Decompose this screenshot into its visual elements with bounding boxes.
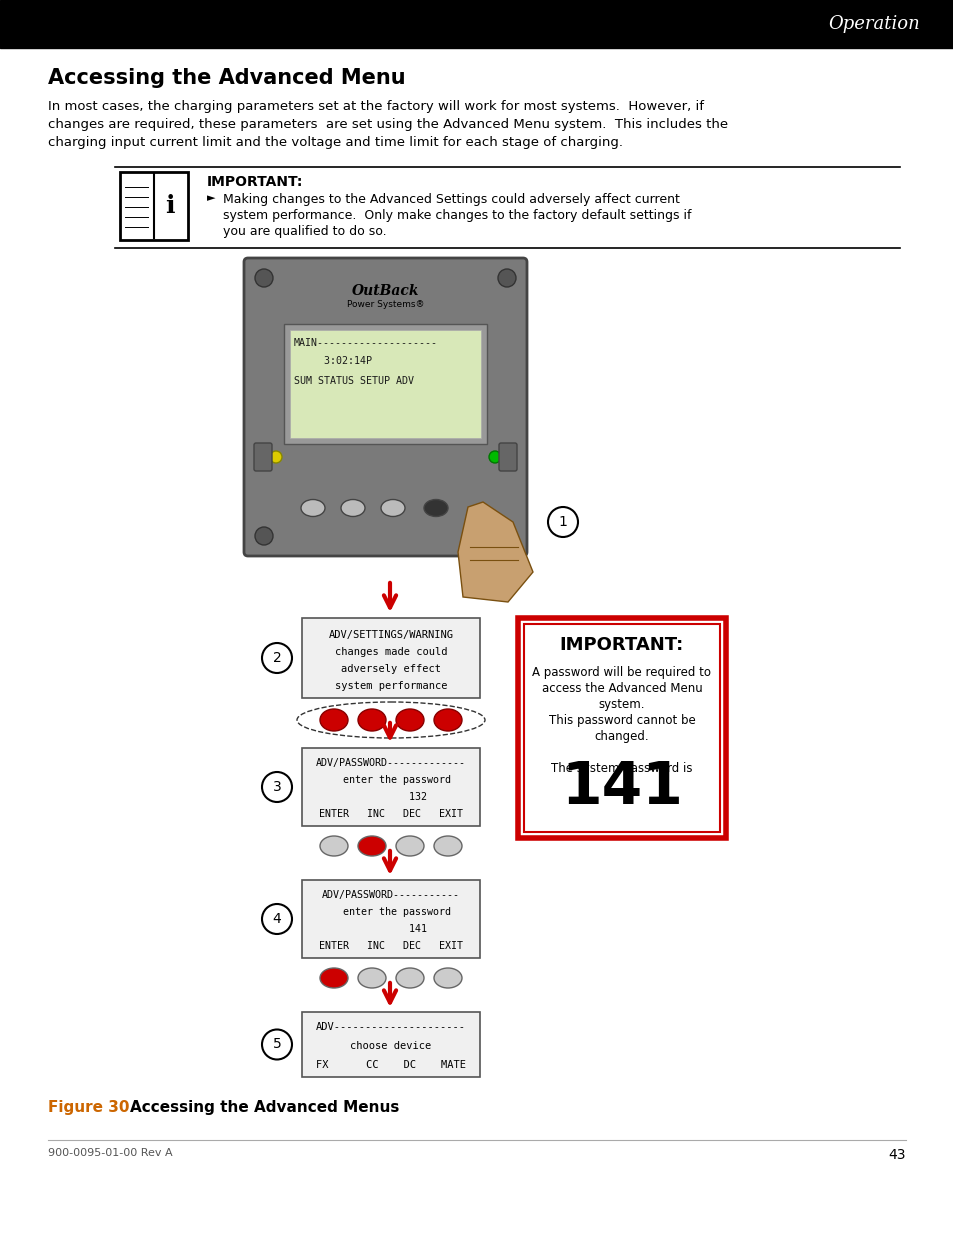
Text: 3: 3: [273, 781, 281, 794]
Text: ADV/PASSWORD-----------: ADV/PASSWORD-----------: [322, 890, 459, 900]
FancyBboxPatch shape: [244, 258, 526, 556]
Text: IMPORTANT:: IMPORTANT:: [207, 175, 303, 189]
Circle shape: [262, 1030, 292, 1060]
Text: ENTER   INC   DEC   EXIT: ENTER INC DEC EXIT: [318, 941, 462, 951]
Text: you are qualified to do so.: you are qualified to do so.: [223, 225, 386, 238]
Ellipse shape: [301, 499, 325, 516]
Ellipse shape: [357, 836, 386, 856]
Ellipse shape: [423, 499, 448, 516]
Circle shape: [497, 527, 516, 545]
Text: adversely effect: adversely effect: [340, 664, 440, 674]
Text: ►: ►: [207, 193, 215, 203]
Ellipse shape: [380, 499, 405, 516]
Bar: [284, 324, 486, 445]
Text: i: i: [165, 194, 174, 219]
Bar: [517, 618, 725, 839]
Polygon shape: [457, 501, 533, 601]
Text: 4: 4: [273, 911, 281, 926]
Text: Figure 30: Figure 30: [48, 1100, 130, 1115]
Ellipse shape: [357, 709, 386, 731]
Text: In most cases, the charging parameters set at the factory will work for most sys: In most cases, the charging parameters s…: [48, 100, 703, 112]
Ellipse shape: [340, 499, 365, 516]
Bar: [302, 618, 479, 698]
Text: 141: 141: [560, 760, 682, 816]
Bar: [290, 330, 480, 438]
Text: This password cannot be: This password cannot be: [548, 714, 695, 727]
Text: 5: 5: [273, 1037, 281, 1051]
Bar: [120, 172, 188, 240]
Text: 2: 2: [273, 651, 281, 664]
Ellipse shape: [395, 968, 423, 988]
Text: 43: 43: [887, 1149, 905, 1162]
Text: Making changes to the Advanced Settings could adversely affect current: Making changes to the Advanced Settings …: [223, 193, 679, 206]
Text: SUM STATUS SETUP ADV: SUM STATUS SETUP ADV: [294, 375, 414, 387]
Bar: [0, 0, 953, 48]
Circle shape: [254, 527, 273, 545]
Text: A password will be required to: A password will be required to: [532, 666, 711, 679]
Text: FX      CC    DC    MATE: FX CC DC MATE: [315, 1060, 465, 1070]
Ellipse shape: [395, 836, 423, 856]
Bar: [302, 748, 479, 826]
Circle shape: [254, 269, 273, 287]
Bar: [302, 1011, 479, 1077]
Text: 1: 1: [558, 515, 567, 529]
Circle shape: [262, 772, 292, 802]
Bar: [523, 624, 720, 832]
FancyBboxPatch shape: [253, 443, 272, 471]
Circle shape: [489, 451, 500, 463]
Text: enter the password: enter the password: [331, 776, 451, 785]
Text: Power Systems®: Power Systems®: [346, 300, 424, 309]
Circle shape: [270, 451, 282, 463]
Text: changed.: changed.: [594, 730, 649, 743]
Ellipse shape: [395, 709, 423, 731]
FancyBboxPatch shape: [498, 443, 517, 471]
Ellipse shape: [319, 968, 348, 988]
Ellipse shape: [319, 836, 348, 856]
Text: ADV/SETTINGS/WARNING: ADV/SETTINGS/WARNING: [328, 630, 453, 640]
Bar: [302, 881, 479, 958]
Text: 3:02:14P: 3:02:14P: [294, 356, 372, 366]
Circle shape: [262, 904, 292, 934]
Ellipse shape: [296, 701, 484, 739]
Ellipse shape: [357, 968, 386, 988]
Text: 141: 141: [355, 924, 427, 934]
Text: system performance.  Only make changes to the factory default settings if: system performance. Only make changes to…: [223, 209, 691, 222]
Text: charging input current limit and the voltage and time limit for each stage of ch: charging input current limit and the vol…: [48, 136, 622, 149]
Text: choose device: choose device: [350, 1041, 431, 1051]
Text: MAIN--------------------: MAIN--------------------: [294, 338, 437, 348]
Text: ADV---------------------: ADV---------------------: [315, 1023, 465, 1032]
Text: Operation: Operation: [827, 15, 919, 33]
Circle shape: [547, 508, 578, 537]
Text: IMPORTANT:: IMPORTANT:: [559, 636, 683, 655]
Text: 900-0095-01-00 Rev A: 900-0095-01-00 Rev A: [48, 1149, 172, 1158]
Text: system performance: system performance: [335, 680, 447, 692]
Text: changes made could: changes made could: [335, 647, 447, 657]
Ellipse shape: [434, 836, 461, 856]
Text: 132: 132: [355, 792, 427, 802]
Circle shape: [497, 269, 516, 287]
Text: enter the password: enter the password: [331, 906, 451, 918]
Text: system.: system.: [598, 698, 644, 711]
Circle shape: [262, 643, 292, 673]
Text: OutBack: OutBack: [352, 284, 418, 298]
Text: ENTER   INC   DEC   EXIT: ENTER INC DEC EXIT: [318, 809, 462, 819]
Ellipse shape: [434, 968, 461, 988]
Ellipse shape: [434, 709, 461, 731]
Text: Accessing the Advanced Menus: Accessing the Advanced Menus: [130, 1100, 399, 1115]
Text: access the Advanced Menu: access the Advanced Menu: [541, 682, 701, 695]
Text: ADV/PASSWORD-------------: ADV/PASSWORD-------------: [315, 758, 465, 768]
Text: changes are required, these parameters  are set using the Advanced Menu system. : changes are required, these parameters a…: [48, 119, 727, 131]
Ellipse shape: [319, 709, 348, 731]
Text: Accessing the Advanced Menu: Accessing the Advanced Menu: [48, 68, 405, 88]
Text: The system password is: The system password is: [551, 762, 692, 776]
